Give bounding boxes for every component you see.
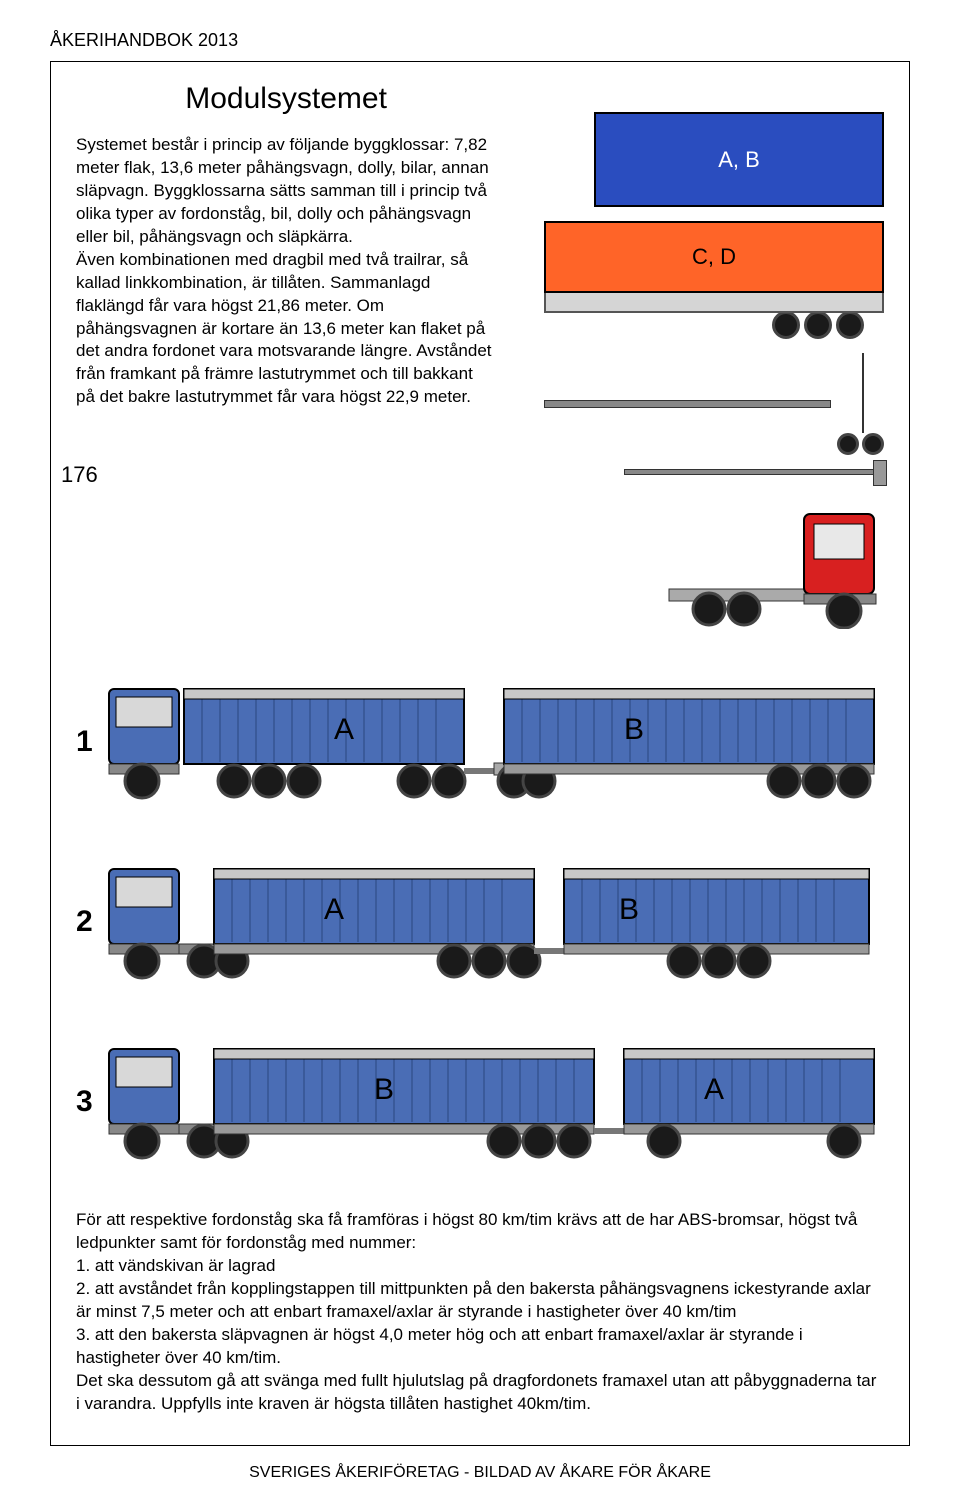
truck-illustration: AB (104, 849, 884, 994)
truck-cab-diagram (664, 499, 884, 634)
footer: SVERIGES ÅKERIFÖRETAG - BILDAD AV ÅKARE … (50, 1464, 910, 1482)
label-cd: C, D (692, 244, 736, 270)
bottom-text: För att respektive fordonståg ska få fra… (76, 1209, 884, 1415)
cd-wheels (544, 311, 884, 339)
module-title: Modulsystemet (76, 82, 496, 116)
truck-config-row: 1 AB (76, 669, 884, 814)
content-frame: 176 Modulsystemet Systemet består i prin… (50, 61, 910, 1446)
dolly-platform (862, 353, 864, 433)
intro-text: Systemet består i princip av följande by… (76, 134, 496, 409)
truck-config-row: 2 AB (76, 849, 884, 994)
cd-platform (544, 293, 884, 313)
truck-config-row: 3 BA (76, 1029, 884, 1174)
text-column: Modulsystemet Systemet består i princip … (76, 82, 496, 634)
truck-illustration: AB (104, 669, 884, 814)
svg-text:B: B (619, 893, 639, 926)
dolly-diagram (544, 353, 884, 455)
truck-cab-svg (664, 499, 884, 629)
svg-text:B: B (374, 1073, 394, 1106)
book-header: ÅKERIHANDBOK 2013 (50, 30, 910, 51)
top-section: Modulsystemet Systemet består i princip … (76, 82, 884, 634)
truck-rows: 1 AB2 AB3 BA (76, 669, 884, 1174)
page-number: 176 (61, 462, 98, 488)
svg-text:A: A (704, 1073, 724, 1106)
svg-text:A: A (334, 713, 354, 746)
wheel-icon (772, 311, 800, 339)
wheel-icon (837, 433, 859, 455)
truck-illustration: BA (104, 1029, 884, 1174)
svg-text:A: A (324, 893, 344, 926)
drawbar (624, 469, 884, 475)
row-number: 1 (76, 725, 104, 759)
drawbar-diagram (624, 469, 884, 475)
drawbar-end (873, 460, 887, 486)
page-root: ÅKERIHANDBOK 2013 176 Modulsystemet Syst… (0, 0, 960, 1502)
wheel-icon (862, 433, 884, 455)
dolly-bar (544, 400, 831, 408)
wheel-icon (804, 311, 832, 339)
row-number: 2 (76, 905, 104, 939)
box-ab: A, B (594, 112, 884, 207)
row-number: 3 (76, 1085, 104, 1119)
label-ab: A, B (718, 147, 760, 173)
diagram-column: A, B C, D (526, 82, 884, 634)
svg-text:B: B (624, 713, 644, 746)
wheel-icon (836, 311, 864, 339)
dolly-wheels (837, 433, 884, 455)
box-cd: C, D (544, 221, 884, 293)
box-cd-wrap: C, D (544, 221, 884, 339)
